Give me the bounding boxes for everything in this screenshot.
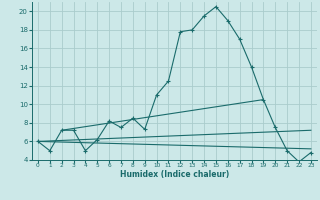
X-axis label: Humidex (Indice chaleur): Humidex (Indice chaleur) xyxy=(120,170,229,179)
